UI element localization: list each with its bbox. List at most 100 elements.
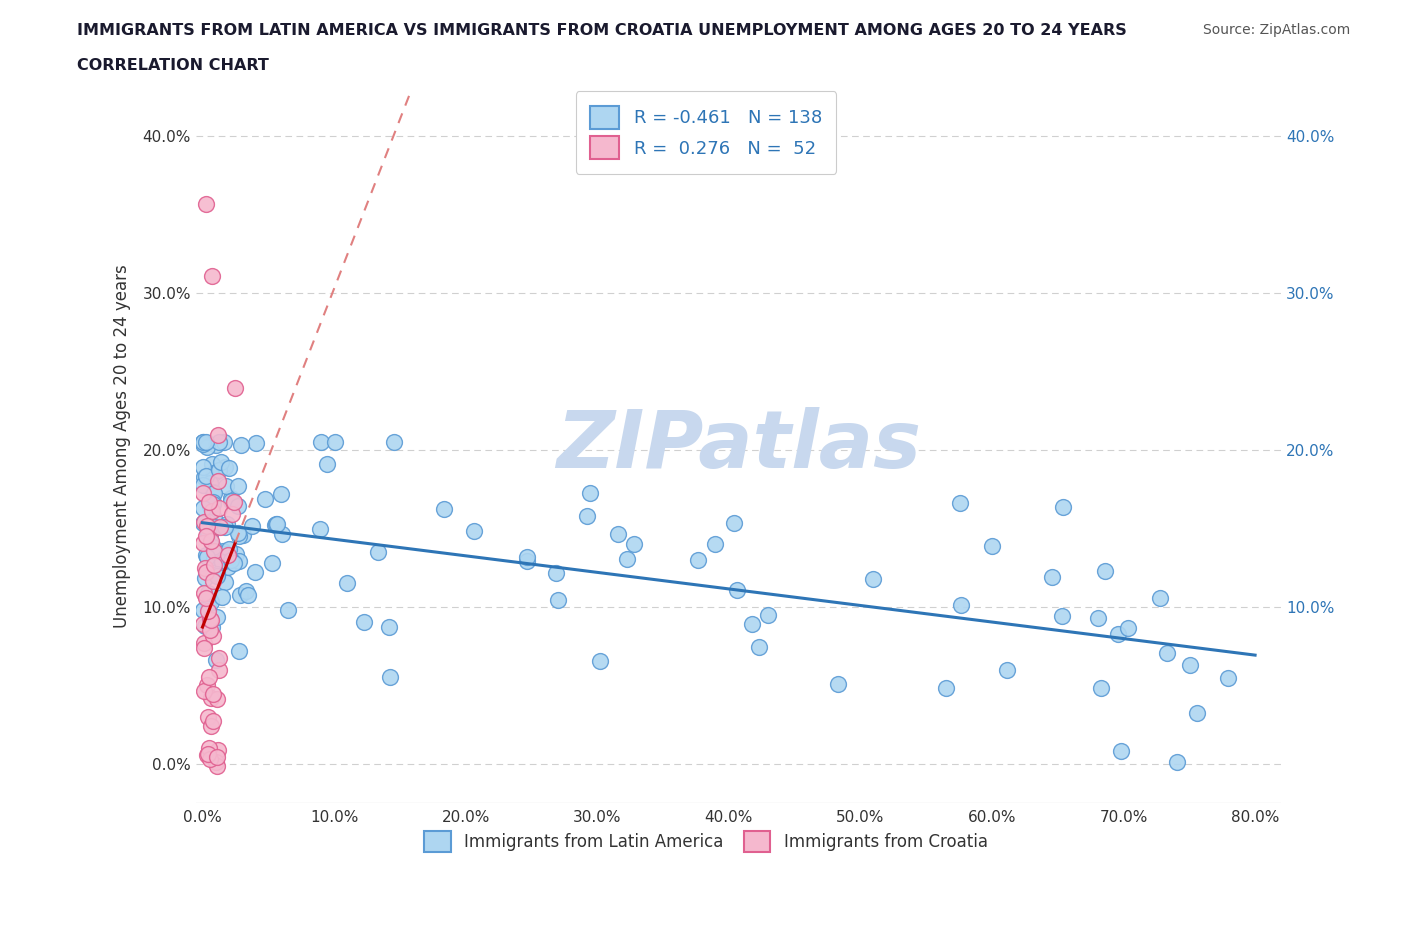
Point — [201, 269, 224, 284]
Point — [215, 478, 238, 493]
Point — [194, 435, 217, 450]
Point — [245, 436, 267, 451]
Point — [201, 539, 224, 554]
Point — [193, 536, 215, 551]
Point — [516, 550, 538, 565]
Point — [219, 490, 242, 505]
Point — [353, 615, 375, 630]
Point — [547, 592, 569, 607]
Point — [205, 566, 228, 581]
Point — [195, 440, 218, 455]
Point — [200, 613, 222, 628]
Point — [205, 754, 228, 769]
Point — [217, 559, 239, 574]
Point — [198, 741, 221, 756]
Point — [221, 507, 243, 522]
Point — [194, 528, 217, 543]
Point — [193, 641, 215, 656]
Point — [200, 476, 222, 491]
Point — [212, 435, 235, 450]
Point — [827, 677, 849, 692]
Point — [232, 527, 254, 542]
Point — [194, 619, 217, 634]
Point — [197, 746, 219, 761]
Point — [240, 518, 263, 533]
Point — [336, 576, 359, 591]
Point — [211, 554, 233, 569]
Point — [195, 591, 218, 605]
Point — [1178, 658, 1201, 672]
Point — [200, 534, 222, 549]
Point — [588, 654, 610, 669]
Point — [191, 515, 214, 530]
Point — [195, 748, 218, 763]
Point — [201, 503, 224, 518]
Point — [208, 520, 231, 535]
Point — [197, 710, 219, 724]
Point — [195, 548, 218, 563]
Point — [607, 526, 630, 541]
Point — [198, 496, 221, 511]
Point — [1090, 681, 1112, 696]
Point — [214, 460, 236, 475]
Point — [197, 525, 219, 539]
Point — [194, 561, 217, 576]
Point — [197, 585, 219, 600]
Point — [214, 551, 236, 565]
Point — [980, 538, 1002, 553]
Point — [264, 517, 287, 532]
Point — [741, 617, 763, 631]
Point — [218, 541, 240, 556]
Y-axis label: Unemployment Among Ages 20 to 24 years: Unemployment Among Ages 20 to 24 years — [114, 264, 131, 628]
Point — [193, 586, 215, 601]
Point — [1156, 645, 1178, 660]
Point — [1109, 744, 1132, 759]
Point — [226, 498, 249, 513]
Point — [367, 544, 389, 559]
Point — [201, 495, 224, 510]
Point — [200, 498, 222, 513]
Point — [198, 623, 221, 638]
Point — [949, 496, 972, 511]
Point — [195, 677, 218, 692]
Point — [1149, 591, 1171, 605]
Point — [207, 609, 229, 624]
Point — [191, 485, 214, 500]
Point — [950, 598, 973, 613]
Point — [202, 574, 225, 589]
Point — [935, 680, 957, 695]
Point — [1050, 608, 1073, 623]
Point — [195, 565, 218, 579]
Point — [204, 652, 226, 667]
Point — [214, 575, 236, 590]
Point — [205, 438, 228, 453]
Point — [191, 618, 214, 632]
Point — [516, 554, 538, 569]
Point — [201, 456, 224, 471]
Point — [197, 597, 219, 612]
Point — [748, 640, 770, 655]
Point — [1166, 755, 1188, 770]
Point — [266, 516, 288, 531]
Point — [197, 670, 219, 684]
Point — [253, 492, 276, 507]
Point — [226, 479, 249, 494]
Point — [211, 590, 233, 604]
Point — [194, 469, 217, 484]
Point — [228, 553, 250, 568]
Point — [202, 544, 225, 559]
Point — [193, 684, 215, 698]
Point — [195, 518, 218, 533]
Point — [212, 543, 235, 558]
Point — [218, 460, 240, 475]
Point — [1118, 620, 1140, 635]
Point — [1040, 569, 1063, 584]
Point — [260, 556, 283, 571]
Point — [378, 670, 401, 684]
Point — [193, 435, 215, 450]
Point — [202, 550, 225, 565]
Legend: Immigrants from Latin America, Immigrants from Croatia: Immigrants from Latin America, Immigrant… — [418, 824, 994, 859]
Point — [201, 713, 224, 728]
Point — [209, 454, 232, 469]
Point — [191, 459, 214, 474]
